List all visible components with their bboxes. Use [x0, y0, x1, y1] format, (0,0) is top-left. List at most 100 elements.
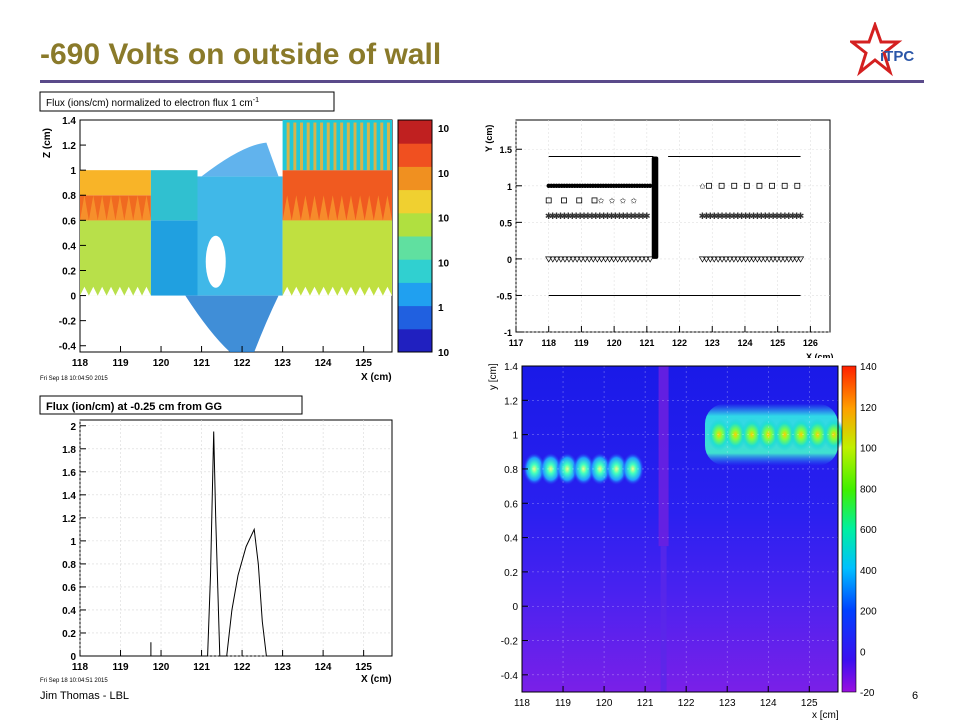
x-tick-label: 119 [112, 358, 129, 369]
marker-triangle [589, 256, 597, 263]
marker-triangle [626, 256, 634, 263]
y-tick-label: 1.4 [504, 362, 518, 373]
y-tick-label: 1.4 [62, 116, 76, 127]
y-tick-label: 0.4 [504, 534, 518, 545]
wall-column-lower [660, 546, 667, 692]
marker-asterisk: ✱ [572, 211, 580, 221]
marker-triangle [581, 256, 589, 263]
marker-triangle [549, 256, 557, 263]
marker-asterisk: ✱ [623, 211, 631, 221]
colorbar-label: 400 [860, 566, 877, 577]
flux-region [150, 220, 198, 296]
svg-text:Flux (ions/cm) normalized to e: Flux (ions/cm) normalized to electron fl… [46, 97, 259, 109]
colorbar-label: 10 [438, 258, 450, 269]
marker-triangle [630, 256, 638, 263]
chart-title: Flux (ions/cm) normalized to electron fl… [46, 98, 253, 109]
marker-triangle [710, 256, 718, 263]
y-tick-label: 1.2 [504, 396, 518, 407]
marker-triangle [765, 256, 773, 263]
colorbar-label: 800 [860, 484, 877, 495]
marker-triangle [753, 256, 762, 263]
marker-asterisk: ✱ [703, 211, 711, 221]
x-tick-label: 121 [639, 338, 654, 348]
x-tick-label: 124 [760, 698, 777, 709]
colorbar-label: 10 [438, 124, 450, 135]
field-wire-spike [282, 195, 292, 221]
colorbar-label: 120 [860, 403, 877, 414]
marker-square [561, 197, 567, 204]
plot-frame [79, 419, 393, 657]
y-tick-label: 1.6 [62, 468, 76, 479]
field-wire-notch [115, 286, 125, 296]
marker-asterisk: ✱ [714, 211, 722, 221]
chart-title-box: Flux (ion/cm) at -0.25 cm from GG [39, 395, 303, 415]
marker-triangle [741, 256, 750, 263]
x-tick-label: 118 [514, 698, 530, 709]
flux-region [282, 170, 392, 221]
marker-asterisk: ✱ [639, 211, 647, 221]
marker-asterisk: ✱ [608, 211, 616, 221]
x-tick-label: 118 [72, 358, 89, 369]
marker-triangle [706, 256, 714, 263]
slide-title: -690 Volts on outside of wall [40, 38, 442, 71]
y-axis-label: Z (cm) [42, 128, 53, 158]
y-tick-label: 1 [70, 537, 76, 548]
marker-asterisk: ✱ [754, 211, 762, 221]
x-tick-label: 120 [153, 358, 170, 369]
marker-triangle [593, 256, 601, 263]
marker-asterisk: ✱ [627, 211, 635, 221]
y-tick-label: 0 [512, 602, 518, 613]
y-tick-label: 1.8 [62, 445, 76, 456]
marker-asterisk: ✱ [584, 211, 592, 221]
y-tick-label: 1 [507, 182, 512, 192]
marker-triangle [573, 256, 581, 263]
marker-triangle [749, 256, 758, 263]
x-tick-label: 125 [770, 338, 785, 348]
field-wire-spike [124, 195, 134, 221]
marker-triangle [734, 256, 742, 263]
x-tick-label: 124 [315, 662, 332, 673]
marker-triangle [605, 256, 614, 263]
x-tick-label: 121 [637, 698, 654, 709]
x-tick-label: 120 [607, 338, 622, 348]
y-tick-label: 2 [70, 422, 76, 433]
field-wire-spike [355, 195, 365, 221]
y-tick-label: -0.2 [59, 317, 77, 328]
marker-asterisk: ✱ [785, 211, 793, 221]
marker-square [545, 197, 552, 204]
y-tick-label: 0.4 [62, 606, 76, 617]
marker-triangle [781, 256, 789, 263]
series-line [80, 431, 392, 657]
colorbar-segment [398, 328, 432, 353]
marker-asterisk: ✱ [561, 211, 569, 221]
marker-triangle [738, 256, 746, 263]
y-tick-label: 0.8 [504, 465, 518, 476]
marker-asterisk: ✱ [596, 211, 604, 221]
marker-triangle [761, 256, 769, 263]
colorbar-segment [398, 166, 432, 191]
marker-asterisk: ✱ [588, 211, 596, 221]
marker-square [743, 182, 750, 189]
colorbar-label: 600 [860, 525, 877, 536]
marker-asterisk: ✱ [643, 211, 651, 221]
y-tick-label: 0.2 [62, 266, 76, 277]
colorbar-label: -20 [860, 688, 875, 699]
marker-triangle [577, 256, 585, 263]
field-wire-spike [319, 195, 329, 221]
marker-asterisk: ✱ [604, 211, 612, 221]
timestamp: Fri Sep 18 10:04:51 2015 [40, 678, 108, 684]
x-tick-label: 121 [193, 662, 210, 673]
marker-triangle [698, 256, 707, 263]
field-wire-notch [97, 286, 107, 296]
y-axis-label: y [cm] [488, 363, 499, 390]
x-tick-label: 120 [596, 698, 613, 709]
y-tick-label: 0 [70, 292, 76, 303]
marker-asterisk: ✱ [710, 211, 718, 221]
marker-asterisk: ✱ [722, 211, 730, 221]
marker-asterisk: ✱ [742, 211, 750, 221]
flux-wire-column [386, 122, 390, 171]
flux-void [205, 235, 226, 288]
field-wire-notch [346, 286, 356, 296]
marker-triangle [730, 256, 738, 263]
itpc-logo-icon: iTPC [850, 22, 914, 77]
